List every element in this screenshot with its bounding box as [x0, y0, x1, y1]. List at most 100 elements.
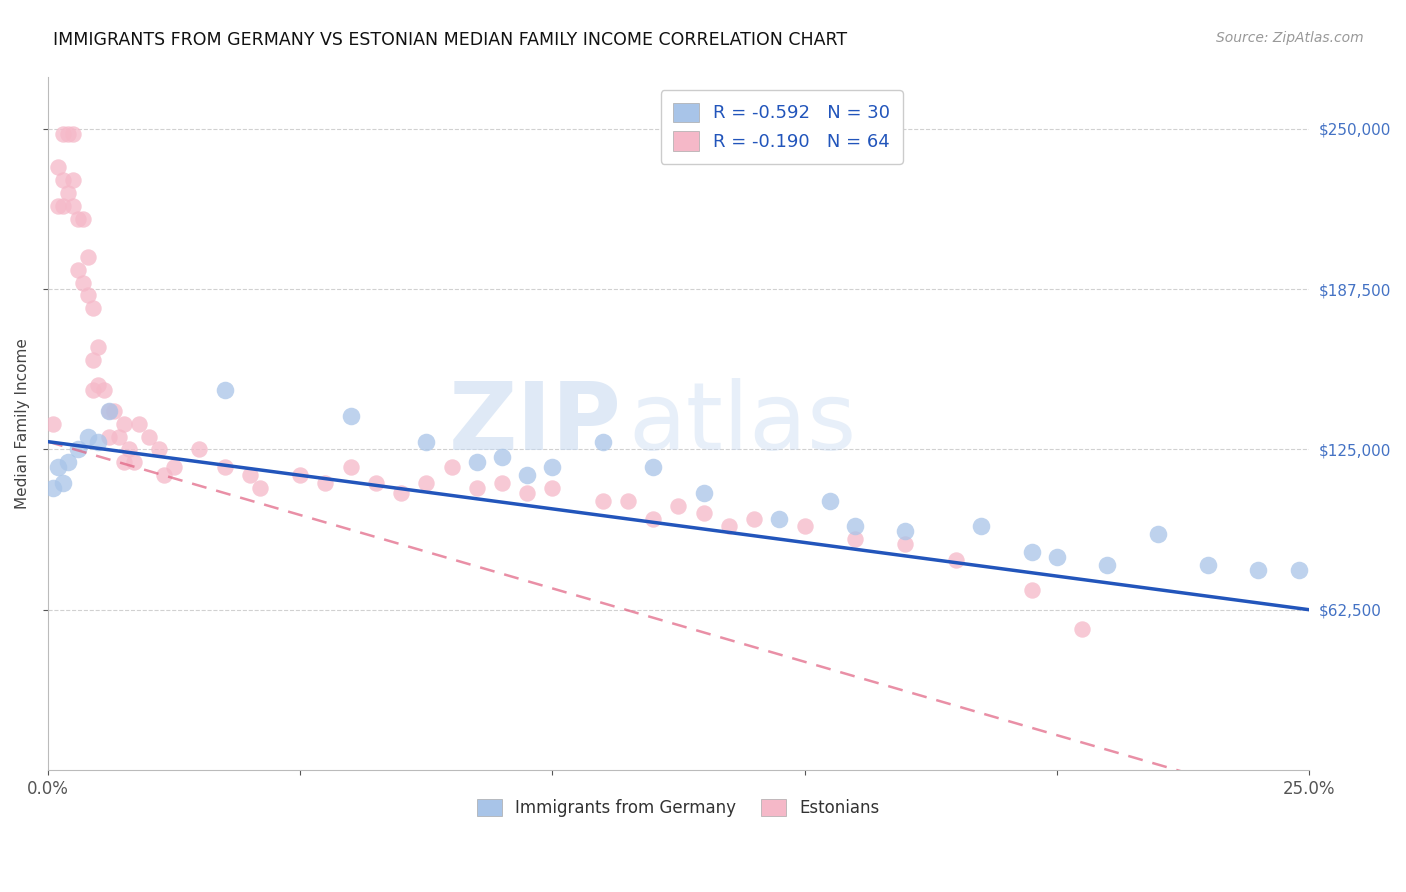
Y-axis label: Median Family Income: Median Family Income: [15, 338, 30, 509]
Text: atlas: atlas: [628, 377, 856, 470]
Point: [214, 460, 236, 475]
Point: [1021, 545, 1043, 559]
Point: [465, 455, 488, 469]
Point: [62, 173, 84, 187]
Point: [107, 429, 129, 443]
Point: [592, 493, 614, 508]
Point: [491, 475, 513, 490]
Point: [52, 475, 75, 490]
Point: [103, 404, 125, 418]
Point: [62, 127, 84, 141]
Point: [717, 519, 740, 533]
Point: [77, 288, 100, 302]
Point: [72, 211, 94, 226]
Point: [58, 455, 80, 469]
Point: [122, 455, 145, 469]
Point: [72, 276, 94, 290]
Point: [692, 486, 714, 500]
Point: [491, 450, 513, 464]
Point: [82, 301, 104, 316]
Point: [1146, 527, 1168, 541]
Point: [415, 475, 437, 490]
Point: [163, 460, 186, 475]
Point: [415, 434, 437, 449]
Point: [768, 511, 790, 525]
Point: [465, 481, 488, 495]
Point: [97, 404, 120, 418]
Point: [643, 460, 665, 475]
Point: [42, 417, 65, 431]
Point: [112, 455, 135, 469]
Point: [97, 404, 120, 418]
Point: [42, 481, 65, 495]
Point: [1095, 558, 1118, 572]
Point: [138, 429, 160, 443]
Point: [1247, 563, 1270, 577]
Text: IMMIGRANTS FROM GERMANY VS ESTONIAN MEDIAN FAMILY INCOME CORRELATION CHART: IMMIGRANTS FROM GERMANY VS ESTONIAN MEDI…: [53, 31, 848, 49]
Point: [82, 384, 104, 398]
Point: [945, 552, 967, 566]
Point: [440, 460, 463, 475]
Point: [894, 524, 917, 539]
Point: [516, 486, 538, 500]
Point: [87, 340, 110, 354]
Point: [742, 511, 765, 525]
Point: [87, 434, 110, 449]
Point: [314, 475, 336, 490]
Point: [339, 409, 361, 423]
Point: [188, 442, 211, 457]
Point: [643, 511, 665, 525]
Point: [153, 468, 176, 483]
Point: [249, 481, 271, 495]
Text: Source: ZipAtlas.com: Source: ZipAtlas.com: [1216, 31, 1364, 45]
Point: [793, 519, 815, 533]
Point: [52, 173, 75, 187]
Point: [668, 499, 690, 513]
Point: [112, 417, 135, 431]
Point: [1046, 550, 1069, 565]
Point: [239, 468, 262, 483]
Point: [67, 211, 90, 226]
Point: [93, 384, 115, 398]
Point: [516, 468, 538, 483]
Point: [87, 378, 110, 392]
Point: [52, 127, 75, 141]
Point: [541, 481, 564, 495]
Point: [894, 537, 917, 551]
Point: [692, 507, 714, 521]
Point: [58, 186, 80, 200]
Legend: Immigrants from Germany, Estonians: Immigrants from Germany, Estonians: [471, 792, 887, 824]
Point: [339, 460, 361, 475]
Point: [148, 442, 170, 457]
Point: [389, 486, 412, 500]
Point: [128, 417, 150, 431]
Point: [364, 475, 387, 490]
Point: [844, 519, 866, 533]
Point: [1071, 622, 1094, 636]
Point: [46, 160, 69, 174]
Point: [52, 199, 75, 213]
Point: [46, 460, 69, 475]
Point: [67, 442, 90, 457]
Point: [77, 250, 100, 264]
Point: [1197, 558, 1219, 572]
Point: [58, 127, 80, 141]
Point: [541, 460, 564, 475]
Point: [97, 429, 120, 443]
Point: [617, 493, 640, 508]
Point: [77, 429, 100, 443]
Point: [970, 519, 993, 533]
Point: [82, 352, 104, 367]
Point: [118, 442, 141, 457]
Point: [818, 493, 841, 508]
Point: [1288, 563, 1310, 577]
Text: ZIP: ZIP: [449, 377, 621, 470]
Point: [1021, 583, 1043, 598]
Point: [290, 468, 312, 483]
Point: [62, 199, 84, 213]
Point: [214, 384, 236, 398]
Point: [592, 434, 614, 449]
Point: [46, 199, 69, 213]
Point: [844, 532, 866, 546]
Point: [67, 262, 90, 277]
